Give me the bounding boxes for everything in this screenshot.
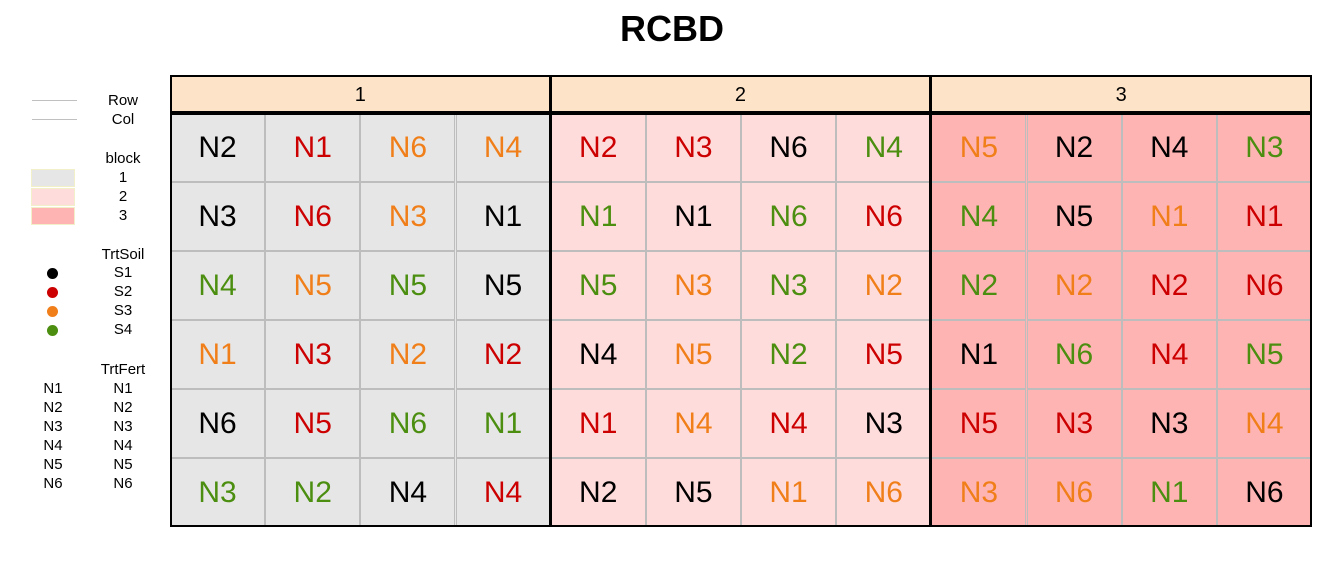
plot-cell: N3 <box>645 251 741 320</box>
plot-cell: N5 <box>645 320 741 389</box>
plot-cell: N2 <box>741 320 837 389</box>
legend-soil-dot-s1 <box>47 268 58 279</box>
block-frame-1 <box>170 113 551 527</box>
plot-cell: N2 <box>1121 251 1217 320</box>
plot-cell: N6 <box>170 389 266 458</box>
plot-cell: N6 <box>1216 458 1312 527</box>
plot-cell: N6 <box>265 182 361 251</box>
legend-fert-label-n2: N2 <box>113 399 133 416</box>
plot-cell: N2 <box>931 251 1027 320</box>
legend-fert-key-n2: N2 <box>43 399 63 416</box>
plot-cell: N4 <box>550 320 646 389</box>
plot-cell: N2 <box>550 458 646 527</box>
chart-title: RCBD <box>620 8 724 49</box>
plot-cell: N2 <box>455 320 551 389</box>
legend-block-swatch-1 <box>31 169 75 187</box>
plot-cell: N1 <box>931 320 1027 389</box>
block-header-3: 3 <box>930 75 1312 113</box>
legend-soil-label-s1: S1 <box>113 264 133 281</box>
plot-cell: N4 <box>1216 389 1312 458</box>
plot-cell: N2 <box>1026 251 1122 320</box>
plot-cell: N2 <box>360 320 456 389</box>
legend-fert-label-n3: N3 <box>113 418 133 435</box>
block-frame-2 <box>549 113 932 527</box>
plot-cell: N3 <box>931 458 1027 527</box>
legend-col-line <box>32 119 77 120</box>
plot-cell: N5 <box>455 251 551 320</box>
plot-cell: N6 <box>1026 320 1122 389</box>
legend-soil-dot-s2 <box>47 287 58 298</box>
plot-cell: N5 <box>265 251 361 320</box>
legend-fert-key-n1: N1 <box>43 380 63 397</box>
legend-row-line <box>32 100 77 101</box>
plot-cell: N1 <box>455 182 551 251</box>
legend-fert-label-n4: N4 <box>113 437 133 454</box>
legend-soil-label-s4: S4 <box>113 321 133 338</box>
legend-soil-title: TrtSoil <box>101 246 145 263</box>
legend-fert-key-n5: N5 <box>43 456 63 473</box>
block-header-1: 1 <box>170 75 551 113</box>
legend-block-swatch-3 <box>31 207 75 225</box>
plot-cell: N4 <box>645 389 741 458</box>
plot-cell: N2 <box>1026 113 1122 182</box>
plot-cell: N1 <box>1216 182 1312 251</box>
legend-soil-label-s2: S2 <box>113 283 133 300</box>
plot-cell: N3 <box>1026 389 1122 458</box>
legend-block-title: block <box>105 150 141 167</box>
block-header-2: 2 <box>549 75 932 113</box>
legend-col-label: Col <box>111 111 135 128</box>
plot-cell: N4 <box>931 182 1027 251</box>
plot-cell: N1 <box>1121 182 1217 251</box>
legend-fert-key-n4: N4 <box>43 437 63 454</box>
legend-soil-dot-s4 <box>47 325 58 336</box>
legend-block-swatch-2 <box>31 188 75 206</box>
plot-cell: N1 <box>550 182 646 251</box>
legend-block-label-3: 3 <box>118 207 128 224</box>
legend-fert-label-n5: N5 <box>113 456 133 473</box>
plot-cell: N5 <box>1026 182 1122 251</box>
block-frame-3 <box>930 113 1312 527</box>
legend-fert-key-n3: N3 <box>43 418 63 435</box>
legend-fert-label-n6: N6 <box>113 475 133 492</box>
legend-fert-title: TrtFert <box>100 361 146 378</box>
plot-cell: N6 <box>741 182 837 251</box>
plot-cell: N4 <box>1121 113 1217 182</box>
legend-block-label-1: 1 <box>118 169 128 186</box>
plot-cell: N1 <box>645 182 741 251</box>
plot-cell: N4 <box>1121 320 1217 389</box>
legend-block-label-2: 2 <box>118 188 128 205</box>
legend-soil-label-s3: S3 <box>113 302 133 319</box>
plot-cell: N4 <box>741 389 837 458</box>
plot-cell: N3 <box>360 182 456 251</box>
plot-cell: N6 <box>360 389 456 458</box>
plot-cell: N3 <box>1121 389 1217 458</box>
legend-fert-label-n1: N1 <box>113 380 133 397</box>
field-layout-grid: 1 N2 N1 N6 N4 N3 N6 N3 N1 N4 N5 N5 N5 N1 N3 N2 N2 N6 N5 N6 N… <box>170 75 1312 527</box>
plot-cell: N5 <box>360 251 456 320</box>
plot-cell: N3 <box>741 251 837 320</box>
plot-cell: N3 <box>265 320 361 389</box>
legend: Row Col block 1 2 3 TrtSoil S1 S2 S3 S4 … <box>0 0 170 576</box>
legend-fert-key-n6: N6 <box>43 475 63 492</box>
plot-cell: N1 <box>455 389 551 458</box>
legend-soil-dot-s3 <box>47 306 58 317</box>
plot-cell: N5 <box>265 389 361 458</box>
legend-row-label: Row <box>107 92 138 109</box>
